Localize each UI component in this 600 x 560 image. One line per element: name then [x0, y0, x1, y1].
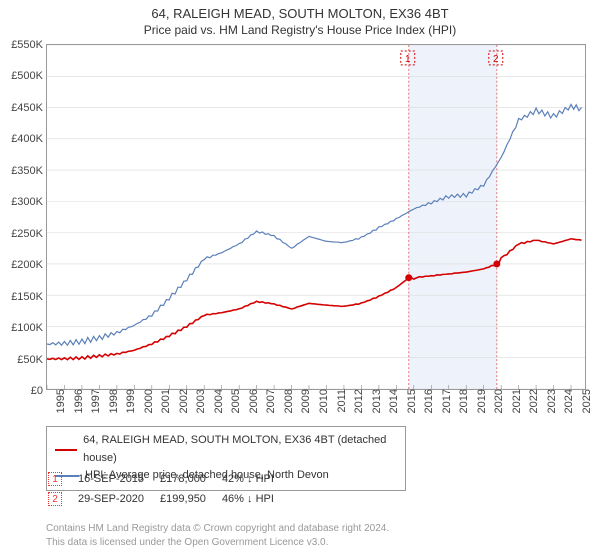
- x-tick-label: 2017: [437, 389, 453, 413]
- x-tick-label: 2020: [489, 389, 505, 413]
- x-tick-label: 2025: [577, 389, 593, 413]
- x-tick-label: 2022: [524, 389, 540, 413]
- x-tick-label: 2010: [314, 389, 330, 413]
- sale-delta: 42% ↓ HPI: [222, 470, 288, 488]
- x-tick-label: 2024: [559, 389, 575, 413]
- page-title: 64, RALEIGH MEAD, SOUTH MOLTON, EX36 4BT: [0, 0, 600, 21]
- chart-svg: 12: [47, 45, 585, 389]
- x-tick-label: 1997: [86, 389, 102, 413]
- y-tick-label: £400K: [11, 133, 47, 145]
- series-subject: [47, 239, 582, 360]
- sales-table: 1 16-SEP-2015£178,00042% ↓ HPI 2 29-SEP-202…: [46, 468, 290, 510]
- x-tick-label: 2003: [191, 389, 207, 413]
- y-tick-label: £550K: [11, 39, 47, 51]
- x-tick-label: 2000: [139, 389, 155, 413]
- y-tick-label: £100K: [11, 322, 47, 334]
- y-tick-label: £300K: [11, 196, 47, 208]
- table-row: 1 16-SEP-2015£178,00042% ↓ HPI: [48, 470, 288, 488]
- table-row: 2 29-SEP-2020£199,95046% ↓ HPI: [48, 490, 288, 508]
- sale-date: 29-SEP-2020: [78, 490, 158, 508]
- x-tick-label: 2021: [507, 389, 523, 413]
- footer-line1: Contains HM Land Registry data © Crown c…: [46, 522, 389, 536]
- x-tick-label: 2023: [542, 389, 558, 413]
- footer-notes: Contains HM Land Registry data © Crown c…: [46, 522, 389, 549]
- legend-label: 64, RALEIGH MEAD, SOUTH MOLTON, EX36 4BT…: [83, 432, 397, 467]
- x-tick-label: 2016: [419, 389, 435, 413]
- x-tick-label: 2005: [226, 389, 242, 413]
- sale-price: £199,950: [160, 490, 220, 508]
- series-hpi: [47, 104, 582, 345]
- x-tick-label: 2019: [472, 389, 488, 413]
- x-tick-label: 2018: [454, 389, 470, 413]
- y-tick-label: £450K: [11, 102, 47, 114]
- sale-marker-icon: 1: [48, 472, 62, 486]
- sale-price: £178,000: [160, 470, 220, 488]
- legend-swatch: [55, 449, 77, 451]
- y-tick-label: £150K: [11, 291, 47, 303]
- sale-marker-icon: 2: [48, 492, 62, 506]
- x-tick-label: 2007: [261, 389, 277, 413]
- y-tick-label: £250K: [11, 228, 47, 240]
- x-tick-label: 2006: [244, 389, 260, 413]
- x-tick-label: 2002: [174, 389, 190, 413]
- y-tick-label: £500K: [11, 70, 47, 82]
- x-tick-label: 1999: [121, 389, 137, 413]
- x-tick-label: 2004: [209, 389, 225, 413]
- legend-row: 64, RALEIGH MEAD, SOUTH MOLTON, EX36 4BT…: [55, 432, 397, 467]
- x-tick-label: 1998: [104, 389, 120, 413]
- x-tick-label: 2012: [349, 389, 365, 413]
- price-chart: 12 £0£50K£100K£150K£200K£250K£300K£350K£…: [46, 44, 586, 390]
- y-tick-label: £200K: [11, 259, 47, 271]
- x-tick-label: 1995: [51, 389, 67, 413]
- y-tick-label: £50K: [17, 354, 47, 366]
- x-tick-label: 2014: [384, 389, 400, 413]
- y-tick-label: £350K: [11, 165, 47, 177]
- x-tick-label: 2009: [296, 389, 312, 413]
- x-tick-label: 2008: [279, 389, 295, 413]
- page-subtitle: Price paid vs. HM Land Registry's House …: [0, 21, 600, 37]
- sale-delta: 46% ↓ HPI: [222, 490, 288, 508]
- footer-line2: This data is licensed under the Open Gov…: [46, 536, 389, 550]
- svg-text:1: 1: [405, 54, 411, 65]
- x-tick-label: 1996: [69, 389, 85, 413]
- svg-text:2: 2: [493, 54, 499, 65]
- x-tick-label: 2015: [402, 389, 418, 413]
- x-tick-label: 2013: [367, 389, 383, 413]
- x-tick-label: 2011: [332, 389, 348, 413]
- x-tick-label: 2001: [156, 389, 172, 413]
- y-tick-label: £0: [31, 385, 47, 397]
- sale-date: 16-SEP-2015: [78, 470, 158, 488]
